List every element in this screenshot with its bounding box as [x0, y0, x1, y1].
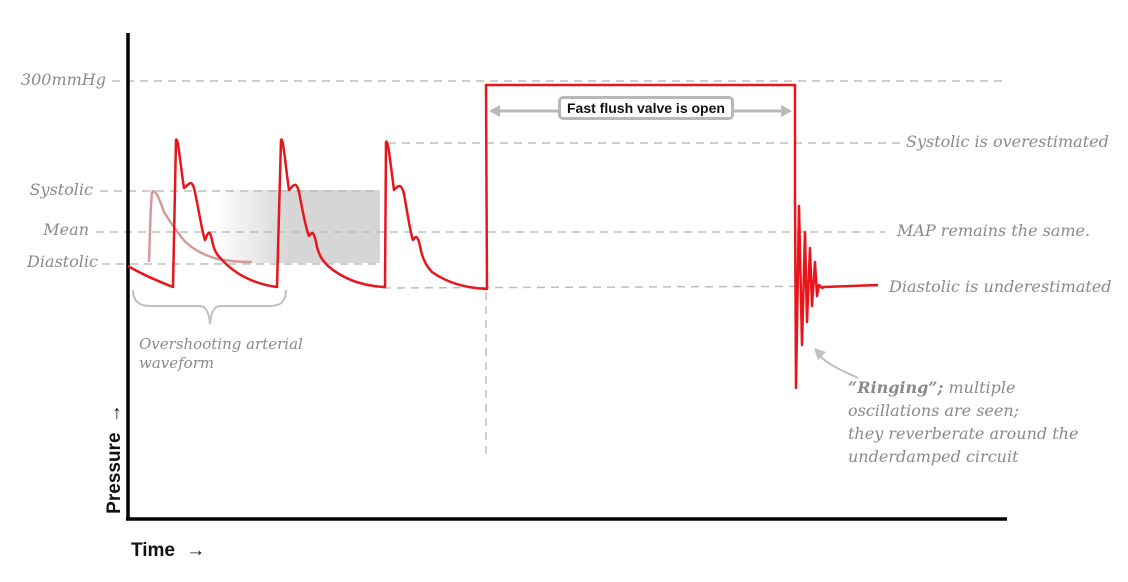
level-label-300mmhg: 300mmHg [20, 70, 106, 89]
ringing-line-1: multiple [943, 378, 1016, 397]
axes [126, 33, 1007, 521]
x-axis-title: Time → [131, 540, 205, 562]
level-label-diastolic: Diastolic [27, 252, 98, 271]
y-axis-title: Pressure → [104, 404, 126, 514]
overshoot-note-line-1: Overshooting arterial [139, 335, 303, 353]
overshoot-note: Overshooting arterial waveform [139, 333, 303, 375]
flush-arrow [489, 105, 792, 117]
arterial-waveform [127, 83, 879, 390]
x-axis-title-text: Time [131, 540, 176, 561]
map-same-label: MAP remains the same. [897, 221, 1091, 240]
x-axis-arrow: → [186, 540, 206, 561]
overshoot-note-line-2: waveform [139, 354, 215, 372]
ringing-note-line-4: underdamped circuit [848, 447, 1019, 466]
overshoot-bracket [132, 289, 287, 325]
level-label-mean: Mean [43, 220, 89, 239]
level-label-systolic: Systolic [29, 180, 93, 199]
ringing-note-line-2: oscillations are seen; [848, 401, 1020, 420]
ringing-note-line-3: they reverberate around the [848, 424, 1079, 443]
systolic-overestimated-label: Systolic is overestimated [906, 132, 1109, 151]
ringing-note: “Ringing”; multiple oscillations are see… [848, 376, 1078, 468]
y-axis-title-text: Pressure [104, 432, 125, 514]
reference-waveform [147, 189, 253, 264]
pulse-pressure-band [215, 190, 380, 263]
diastolic-underestimated-label: Diastolic is underestimated [889, 277, 1112, 296]
ringing-title: “Ringing”; [848, 378, 944, 397]
flush-valve-label: Fast flush valve is open [558, 96, 734, 120]
y-axis-arrow: → [104, 404, 125, 424]
ringing-pointer [814, 348, 859, 379]
ringing-note-line-1: “Ringing”; multiple [848, 376, 1078, 399]
